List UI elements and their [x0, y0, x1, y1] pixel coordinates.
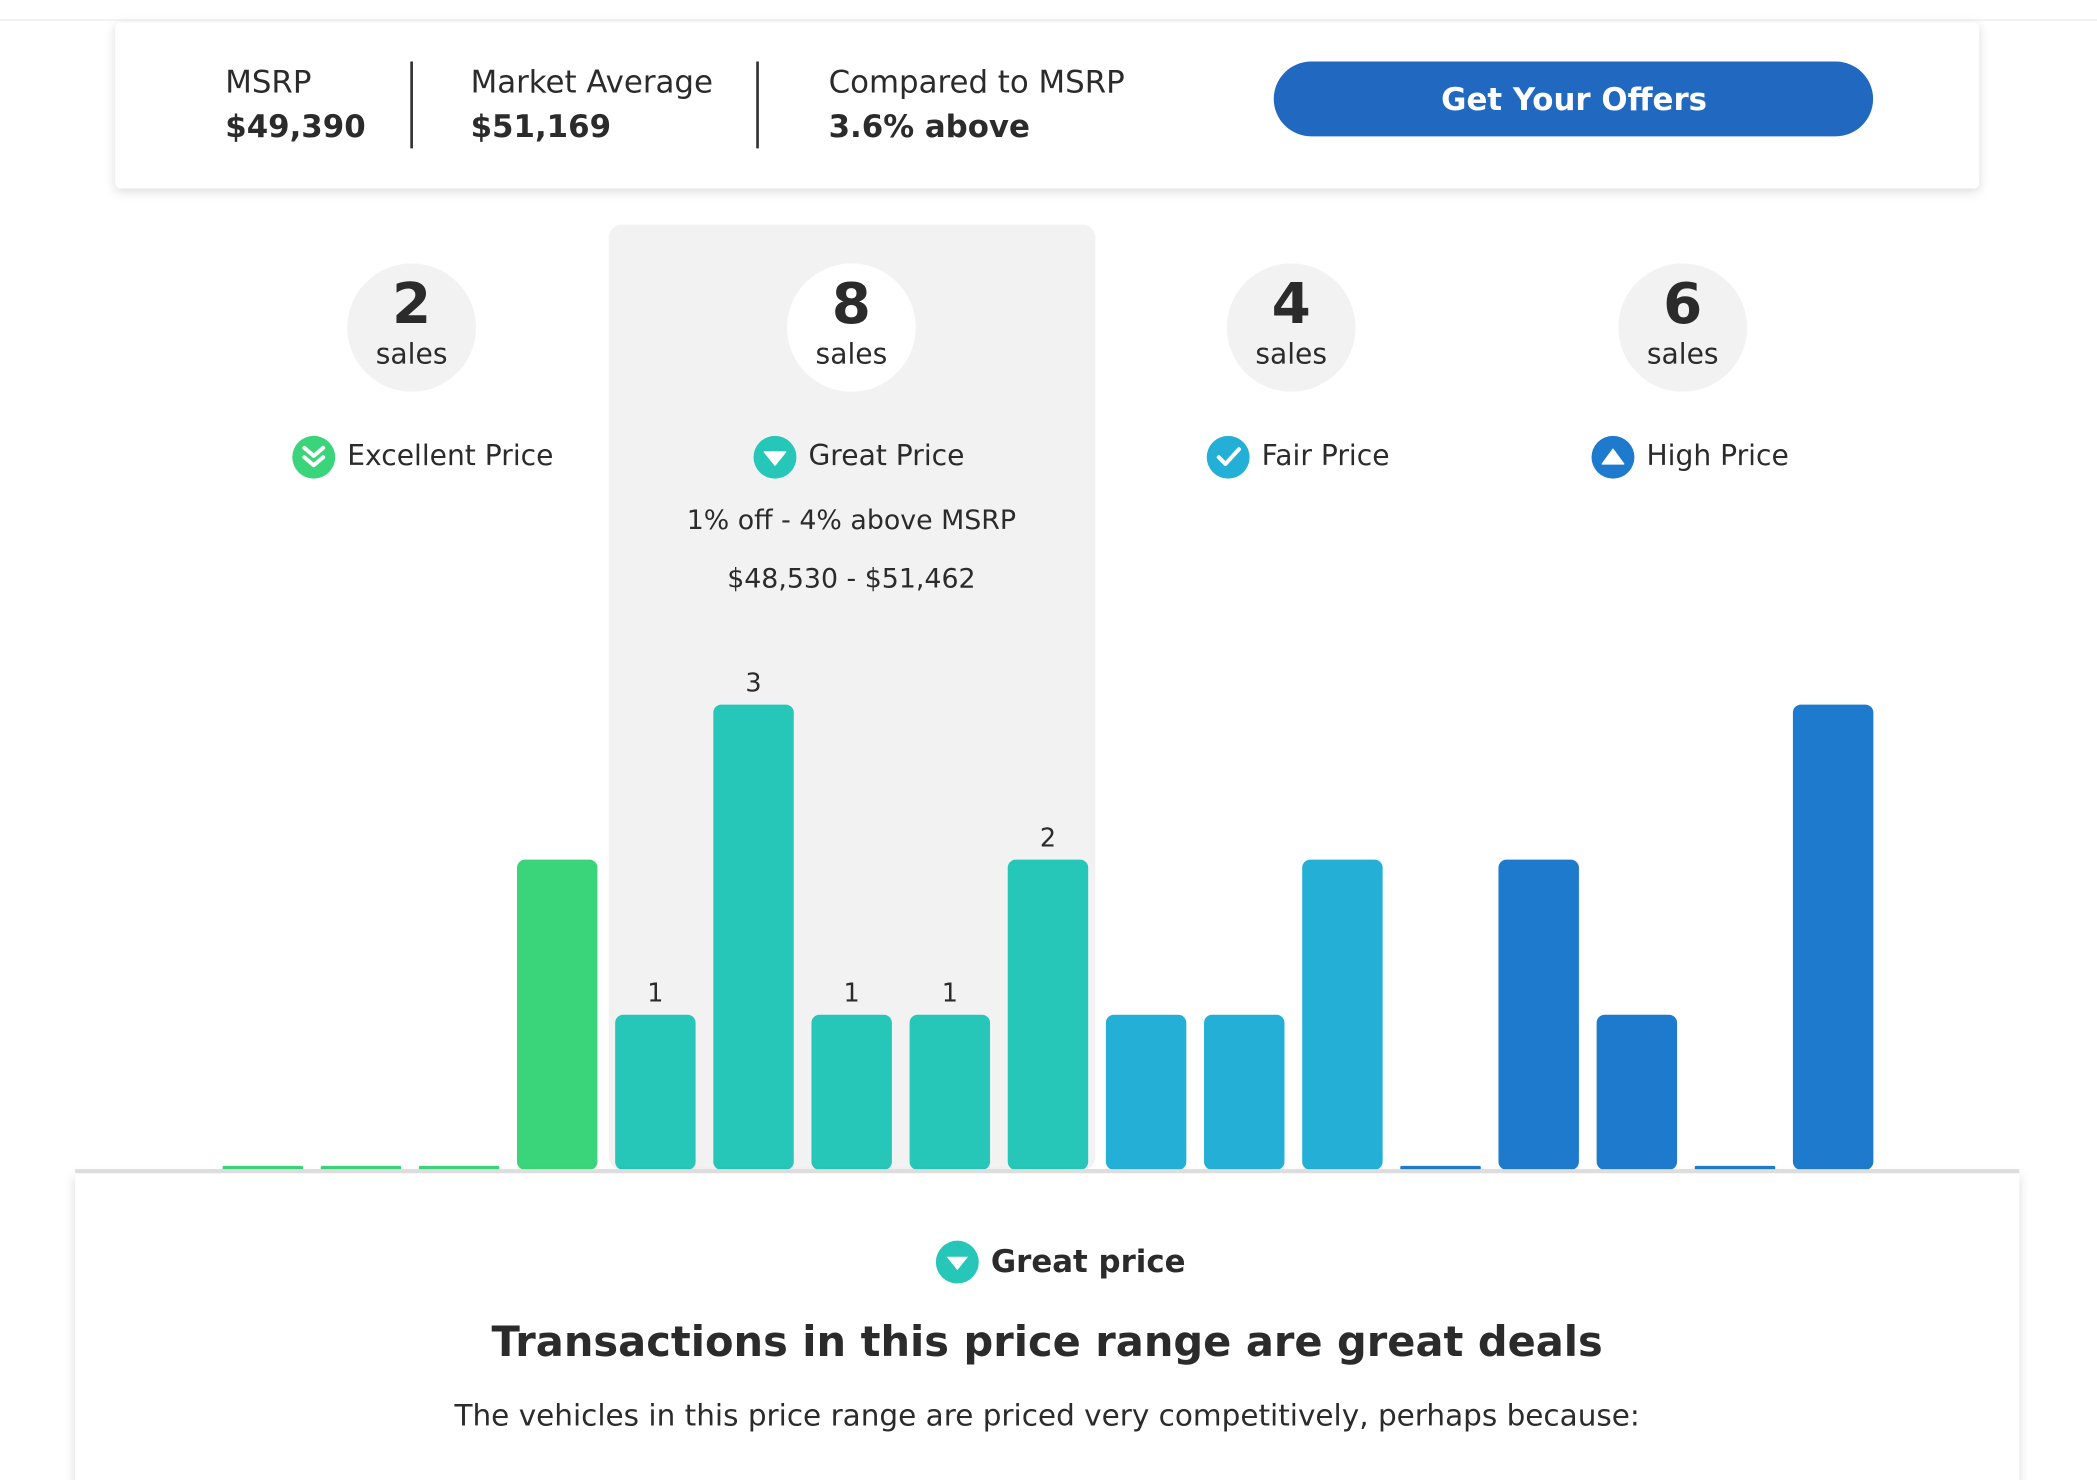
summary-label: MSRP — [225, 65, 311, 101]
price-icon-glyph — [302, 445, 326, 468]
bar — [222, 1165, 304, 1170]
bar — [1204, 1014, 1285, 1170]
bar — [1400, 1165, 1481, 1170]
bar — [1596, 1014, 1678, 1170]
price-label: Great Price — [808, 439, 964, 472]
price-icon-glyph — [1216, 447, 1241, 466]
price-label: Excellent Price — [347, 439, 553, 472]
sales-unit: sales — [376, 338, 448, 371]
price-icon-glyph — [763, 451, 787, 466]
summary-label: Market Average — [471, 65, 713, 101]
sales-unit: sales — [1647, 338, 1719, 371]
detail-text: The vehicles in this price range are pri… — [453, 1399, 1639, 1433]
price-label: Fair Price — [1262, 439, 1390, 472]
bar — [418, 1165, 500, 1170]
bar — [1694, 1165, 1776, 1170]
bar-value-label: 1 — [647, 978, 663, 1008]
bar — [811, 1014, 892, 1170]
detail-icon-arrow — [946, 1256, 969, 1271]
sales-unit: sales — [1255, 338, 1327, 371]
bar — [517, 859, 598, 1170]
bar — [1007, 859, 1089, 1170]
price-icon-glyph — [1601, 448, 1625, 465]
sales-unit: sales — [816, 338, 888, 371]
range-percent: 1% off - 4% above MSRP — [687, 505, 1016, 536]
count-badge — [1618, 263, 1748, 392]
range-price: $48,530 - $51,462 — [727, 564, 975, 595]
bar-value-label: 2 — [1040, 823, 1056, 853]
count-badge — [1226, 263, 1356, 392]
detail-heading: Transactions in this price range are gre… — [492, 1317, 1603, 1366]
count-badge — [787, 263, 916, 392]
bar — [713, 704, 794, 1170]
bar — [909, 1014, 991, 1170]
button-bg[interactable] — [1273, 61, 1874, 137]
bar-value-label: 1 — [942, 978, 958, 1008]
bar — [1105, 1014, 1187, 1170]
price-icon — [1206, 435, 1250, 479]
sales-count: 6 — [1663, 272, 1702, 337]
detail-label: Great price — [991, 1244, 1186, 1280]
bar-value-label: 1 — [844, 978, 860, 1008]
bar-value-label: 3 — [745, 668, 761, 698]
offers-button[interactable]: Get Your Offers — [1273, 61, 1874, 137]
bar — [320, 1165, 402, 1170]
button-label[interactable]: Get Your Offers — [1441, 82, 1707, 118]
bar — [615, 1014, 696, 1170]
bar — [1498, 859, 1579, 1170]
bar — [1792, 704, 1874, 1170]
sales-count: 2 — [392, 272, 431, 337]
detail-panel — [75, 1173, 2020, 1480]
summary-value: $49,390 — [225, 109, 365, 145]
summary-label: Compared to MSRP — [829, 65, 1125, 101]
count-badge — [347, 263, 476, 392]
price-label: High Price — [1646, 439, 1788, 472]
summary-value: 3.6% above — [829, 109, 1030, 145]
bar — [1302, 859, 1383, 1170]
sales-count: 4 — [1272, 272, 1311, 337]
sales-count: 8 — [832, 272, 871, 337]
summary-value: $51,169 — [471, 109, 611, 145]
